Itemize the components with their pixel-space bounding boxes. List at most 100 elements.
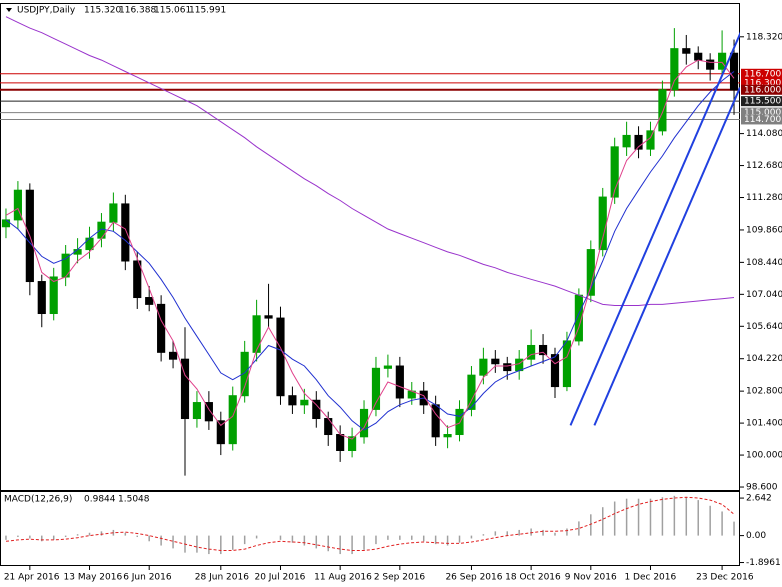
x-tick-label: 9 Nov 2016 <box>565 573 617 583</box>
x-tick-label: 28 Jun 2016 <box>195 573 249 583</box>
main-frame <box>0 3 740 491</box>
y-tick-label: 118.320 <box>746 32 782 42</box>
candle-body <box>97 221 106 239</box>
candle-body <box>706 59 715 70</box>
candle-body <box>204 402 213 422</box>
candle-body <box>562 340 572 388</box>
candle-body <box>371 367 381 410</box>
moving-average <box>5 59 735 440</box>
y-tick-label: 109.860 <box>746 225 782 235</box>
candle-body <box>168 351 178 360</box>
candle-body <box>121 203 130 262</box>
candle-body <box>455 408 464 436</box>
quote-open: 115.320 <box>84 6 121 16</box>
candle-body <box>622 134 631 148</box>
candle-body <box>240 351 249 397</box>
candle-body <box>288 395 297 406</box>
candle-body <box>324 418 333 436</box>
menu-arrow <box>6 8 12 12</box>
x-tick-label: 1 Dec 2016 <box>624 573 676 583</box>
candle-body <box>133 260 142 299</box>
candle-body <box>550 354 560 388</box>
level-label-box <box>741 96 782 107</box>
overlay: USDJPY,Daily 115.320 116.388 115.061 115… <box>4 6 782 583</box>
level-label-box <box>741 68 782 79</box>
candle-body <box>180 358 190 420</box>
candle-body <box>37 281 46 315</box>
candle-body <box>467 374 476 410</box>
candle-body <box>300 399 309 406</box>
level-label-box <box>741 114 782 125</box>
moving-average <box>5 16 735 306</box>
macd-frame <box>0 491 740 566</box>
candle-body <box>252 315 261 353</box>
candle-body <box>503 363 512 372</box>
quote-high: 116.388 <box>119 6 156 16</box>
candle-body <box>336 434 345 452</box>
candle-body <box>49 276 58 315</box>
level-label: 116.000 <box>744 85 781 95</box>
candle-body <box>682 48 691 54</box>
x-tick-label: 20 Jul 2016 <box>254 573 305 583</box>
y-tick-label: 100.000 <box>746 451 782 461</box>
candle-body <box>598 196 607 251</box>
trendline <box>593 87 740 426</box>
y-tick-label: 105.640 <box>746 322 782 332</box>
y-tick-label: 104.220 <box>746 354 782 364</box>
candle-body <box>359 408 369 438</box>
y-tick-label: 101.400 <box>746 419 782 429</box>
level-label: 115.000 <box>744 108 781 118</box>
y-tick-label: -1.8961 <box>746 558 781 568</box>
macd-signal-value: 1.5048 <box>118 495 150 505</box>
macd-signal <box>5 496 735 551</box>
y-tick-label: 2.642 <box>746 494 772 504</box>
level-label-box <box>741 107 782 118</box>
level-label: 114.700 <box>744 115 781 125</box>
candle-body <box>670 48 679 91</box>
candle-body <box>216 420 225 445</box>
candle-body <box>718 52 727 70</box>
candle-body <box>228 395 237 445</box>
candle-body <box>109 203 118 223</box>
level-label-box <box>741 77 782 88</box>
x-tick-label: 18 Oct 2016 <box>505 573 561 583</box>
y-tick-label: 114.080 <box>746 129 782 139</box>
candle-body <box>443 434 452 438</box>
candle-body <box>264 315 273 319</box>
y-tick-label: 98.600 <box>746 483 778 493</box>
level-label: 115.500 <box>744 97 781 107</box>
x-tick-label: 2 Sep 2016 <box>374 573 426 583</box>
y-tick-label: 102.800 <box>746 387 782 397</box>
candle-body <box>276 317 285 397</box>
candle-body <box>192 402 202 420</box>
y-tick-label: 107.040 <box>746 290 782 300</box>
candle-body <box>694 52 703 61</box>
level-label: 116.300 <box>744 78 781 88</box>
macd-plot <box>5 495 735 555</box>
y-tick-label: 108.440 <box>746 258 782 268</box>
x-tick-label: 23 Dec 2016 <box>696 573 754 583</box>
moving-average <box>5 71 735 431</box>
symbol-title: USDJPY,Daily <box>17 6 76 16</box>
x-tick-label: 21 Apr 2016 <box>4 573 60 583</box>
level-label: 116.700 <box>744 69 781 79</box>
x-tick-label: 13 May 2016 <box>64 573 123 583</box>
macd-title: MACD(12,26,9) <box>4 495 72 505</box>
candle-body <box>85 237 94 251</box>
trendline <box>569 31 740 426</box>
x-tick-label: 11 Aug 2016 <box>314 573 372 583</box>
main-plot <box>0 16 740 476</box>
x-tick-label: 26 Sep 2016 <box>445 573 502 583</box>
y-tick-label: 112.680 <box>746 161 782 171</box>
candle-body <box>395 365 404 399</box>
quote-close: 115.991 <box>189 6 226 16</box>
candle-body <box>527 344 536 360</box>
candle-body <box>610 146 619 198</box>
candle-body <box>491 358 500 365</box>
quote-low: 115.061 <box>154 6 191 16</box>
candle-body <box>383 365 392 369</box>
candle-body <box>479 358 488 376</box>
candle-body <box>13 189 22 221</box>
candle-body <box>348 436 357 452</box>
